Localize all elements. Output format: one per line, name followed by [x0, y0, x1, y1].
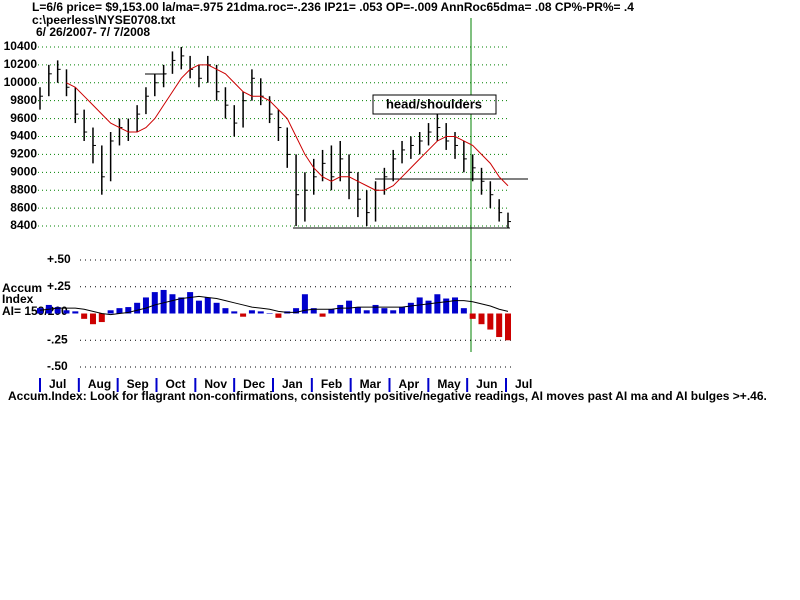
- x-tick-label: May: [437, 377, 461, 391]
- ai-bar: [407, 302, 414, 314]
- y-tick-label: 9200: [10, 147, 37, 161]
- ai-bar: [125, 307, 132, 314]
- x-tick-label: Jul: [515, 377, 532, 391]
- ai-bar: [160, 289, 167, 314]
- note: Accum.Index: Look for flagrant non-confi…: [8, 389, 767, 403]
- ai-bar: [98, 313, 105, 323]
- x-tick-label: Oct: [166, 377, 186, 391]
- ai-bar: [372, 304, 379, 314]
- ai-bar: [116, 308, 123, 314]
- ai-bar: [248, 310, 255, 314]
- x-tick-label: Mar: [360, 377, 382, 391]
- ai-bar: [195, 300, 202, 314]
- x-tick-label: Feb: [321, 377, 342, 391]
- ai-bar: [134, 302, 141, 314]
- y-tick-label: 9600: [10, 111, 37, 125]
- ai-bar: [293, 308, 300, 314]
- x-tick-label: Apr: [399, 377, 420, 391]
- ai-bar: [496, 313, 503, 338]
- x-tick-label: Sep: [127, 377, 149, 391]
- ai-bar: [469, 313, 476, 319]
- x-tick-label: Jul: [49, 377, 66, 391]
- ai-bar: [257, 311, 264, 314]
- ai-bar: [390, 310, 397, 314]
- y-tick-label: 10200: [4, 57, 38, 71]
- ai-bar: [487, 313, 494, 330]
- ai-bar: [425, 300, 432, 314]
- x-tick-label: Dec: [243, 377, 265, 391]
- header-stats: L=6/6 price= $9,153.00 la/ma=.975 21dma.…: [32, 0, 634, 14]
- y-tick-label: 10000: [4, 75, 38, 89]
- ai-bar: [72, 311, 79, 314]
- ai-ma: [39, 295, 509, 316]
- ai-bar: [204, 297, 211, 314]
- y-tick-label: 9000: [10, 164, 37, 178]
- y-tick-label: 8600: [10, 200, 37, 214]
- ai-bar: [266, 313, 273, 314]
- ai-bar: [301, 294, 308, 314]
- x-tick-label: Aug: [88, 377, 111, 391]
- ai-bar: [381, 308, 388, 314]
- y-label: Accum: [2, 281, 42, 295]
- ai-bar: [452, 297, 459, 314]
- y-tick-label: 10400: [4, 39, 38, 53]
- ai-bar: [54, 307, 61, 314]
- x-tick-label: Jun: [476, 377, 497, 391]
- ai-bar: [346, 300, 353, 314]
- ai-bar: [434, 294, 441, 314]
- ai-bar: [81, 313, 88, 319]
- ai-bar: [416, 297, 423, 314]
- ai-bar: [63, 310, 70, 314]
- ai-bar: [337, 304, 344, 314]
- ai-bar: [310, 308, 317, 314]
- ai-bar: [107, 310, 114, 314]
- ai-bar: [478, 313, 485, 325]
- y-tick-label: 8400: [10, 218, 37, 232]
- x-tick-label: Jan: [282, 377, 303, 391]
- ai-bar: [354, 307, 361, 314]
- ai-bar: [240, 313, 247, 317]
- ai-bar: [231, 311, 238, 314]
- y-tick-label: -.25: [47, 332, 68, 346]
- ai-bar: [363, 310, 370, 314]
- ai-bar: [151, 292, 158, 314]
- ai-bar: [37, 308, 43, 314]
- ai-bar: [328, 309, 335, 314]
- ai-bar: [505, 313, 511, 341]
- file-path: c:\peerless\NYSE0708.txt: [32, 13, 175, 27]
- ai-bar: [222, 308, 229, 314]
- annotation: head/shoulders: [386, 96, 482, 111]
- ai-bar: [142, 297, 149, 314]
- y-tick-label: +.50: [47, 252, 71, 266]
- moving-average: [66, 64, 509, 191]
- annotation-box: [372, 94, 497, 115]
- y-tick-label: 8800: [10, 182, 37, 196]
- ai-bar: [443, 298, 450, 314]
- ai-bar: [275, 313, 282, 318]
- x-tick-label: Nov: [204, 377, 227, 391]
- ai-bar: [169, 294, 176, 314]
- ai-bar: [460, 308, 467, 314]
- ai-bar: [187, 292, 194, 314]
- y-tick-label: 9400: [10, 129, 37, 143]
- y-label: Index: [2, 292, 34, 306]
- ai-bar: [319, 313, 326, 317]
- ai-bar: [399, 307, 406, 314]
- ai-bar: [178, 297, 185, 314]
- y-tick-label: 9800: [10, 93, 37, 107]
- date-range: 6/ 26/2007- 7/ 7/2008: [36, 25, 150, 39]
- ai-bar: [213, 302, 220, 314]
- y-tick-label: +.25: [47, 279, 71, 293]
- y-tick-label: -.50: [47, 359, 68, 373]
- ai-bar: [89, 313, 96, 325]
